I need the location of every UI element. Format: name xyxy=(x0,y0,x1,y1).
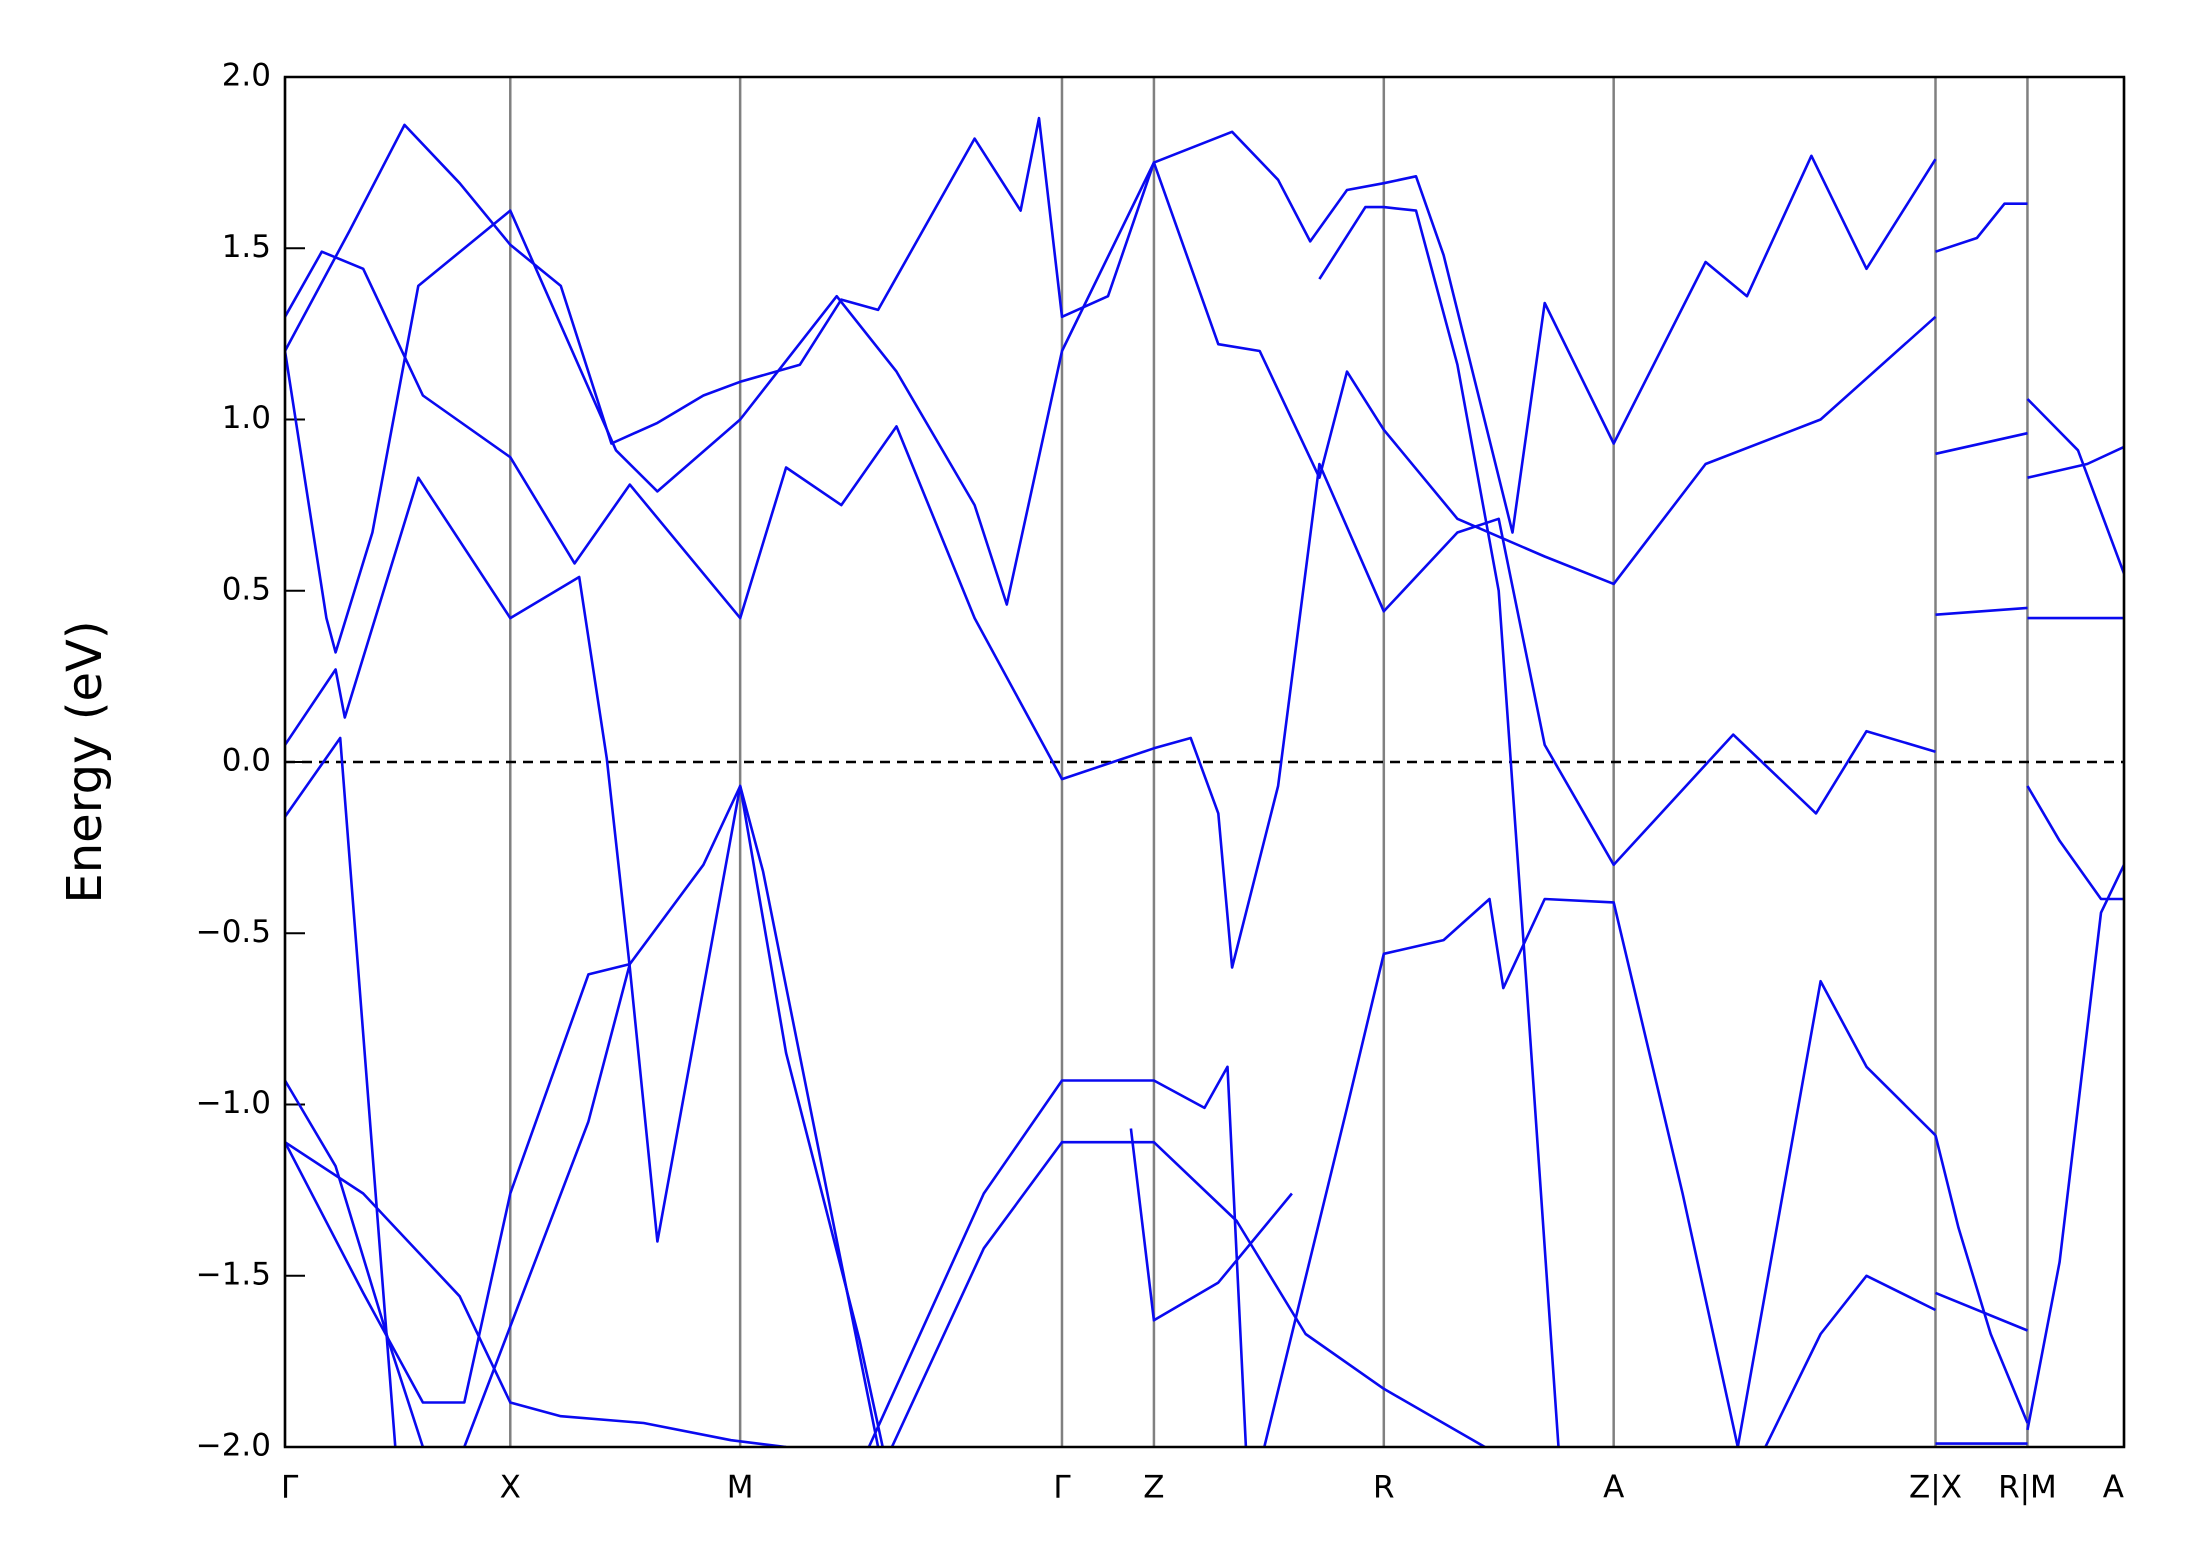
y-tick-label: −2.0 xyxy=(196,1428,271,1464)
plot-frame xyxy=(283,75,2126,1449)
y-tick-label: 0.5 xyxy=(222,571,271,607)
band-line xyxy=(285,962,631,1404)
y-tick-label: 1.5 xyxy=(222,229,271,265)
band-line xyxy=(285,116,1937,534)
band-line xyxy=(285,476,884,1447)
band-line xyxy=(1934,1134,2029,1424)
x-tick-label: A xyxy=(1603,1470,1624,1506)
band-line xyxy=(463,784,880,1447)
band-line xyxy=(1935,606,2028,616)
band-line xyxy=(285,250,1936,969)
band-line xyxy=(1129,1128,1293,1322)
y-tick-label: 1.0 xyxy=(222,400,271,436)
band-line xyxy=(2026,864,2124,1431)
x-tick-label: Γ xyxy=(1053,1470,1071,1506)
band-line xyxy=(2026,398,2124,575)
y-tick-label: −1.0 xyxy=(196,1085,271,1121)
x-tick-label: X xyxy=(500,1470,521,1506)
y-tick-label: 2.0 xyxy=(222,58,271,94)
y-tick-label: 0.0 xyxy=(222,743,271,779)
band-line xyxy=(1935,202,2028,253)
band-line xyxy=(285,161,1937,654)
band-line xyxy=(1318,205,1560,1447)
band-line xyxy=(1764,1274,1937,1447)
band-line xyxy=(1935,1291,2028,1332)
x-tick-label: M xyxy=(727,1470,754,1506)
band-line xyxy=(1935,431,2028,456)
band-line xyxy=(285,1079,425,1447)
band-line xyxy=(285,1141,787,1447)
band-line xyxy=(1263,897,1740,1447)
y-tick-label: −1.5 xyxy=(196,1256,271,1292)
x-tick-label: R xyxy=(1373,1470,1395,1506)
x-tick-label: Z|X xyxy=(1909,1470,1962,1506)
x-tick-label: Γ xyxy=(281,1470,299,1506)
band-line xyxy=(1736,979,1937,1447)
band-line xyxy=(2027,445,2124,479)
band-line xyxy=(2026,785,2124,901)
y-axis-label: Energy (eV) xyxy=(57,620,113,903)
x-tick-label: Z xyxy=(1143,1470,1164,1506)
x-tick-label: A xyxy=(2103,1470,2124,1506)
x-tick-label: R|M xyxy=(1998,1470,2057,1506)
band-line xyxy=(890,1140,1486,1447)
band-line xyxy=(285,736,397,1447)
y-tick-label: −0.5 xyxy=(196,914,271,950)
band-line xyxy=(867,1065,1248,1447)
